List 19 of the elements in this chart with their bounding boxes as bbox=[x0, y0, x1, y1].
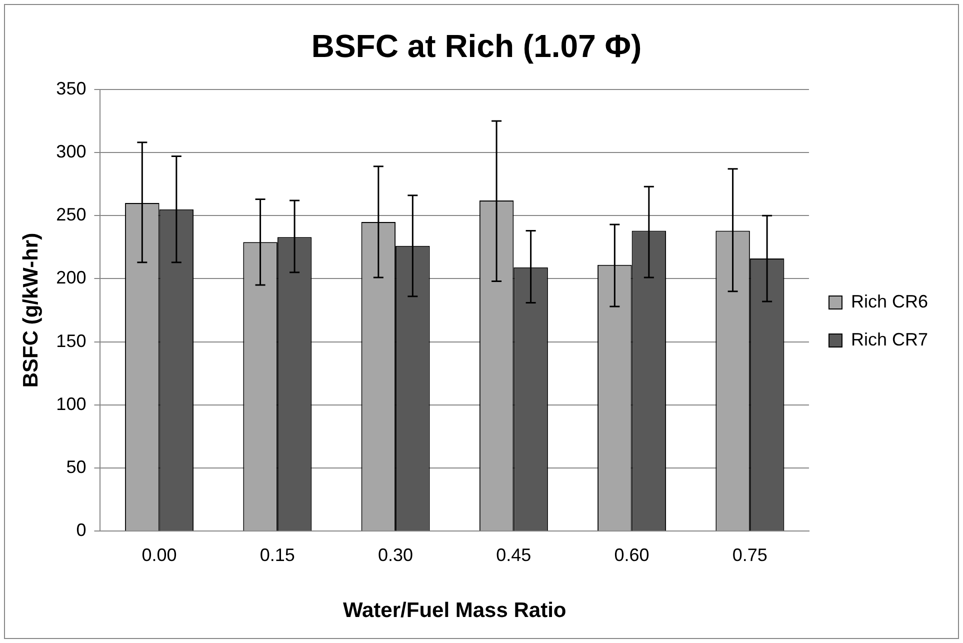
y-axis-title: BSFC (g/kW-hr) bbox=[19, 232, 42, 388]
legend-label: Rich CR6 bbox=[850, 291, 928, 312]
y-tick-label: 0 bbox=[76, 520, 86, 540]
y-tick-label: 200 bbox=[56, 268, 86, 288]
x-tick-label: 0.30 bbox=[378, 544, 414, 565]
chart-title: BSFC at Rich (1.07 Φ) bbox=[311, 28, 642, 64]
x-tick-label: 0.00 bbox=[142, 544, 177, 565]
legend-label: Rich CR7 bbox=[850, 329, 928, 350]
x-tick-label: 0.60 bbox=[614, 544, 650, 565]
y-tick-label: 50 bbox=[66, 457, 86, 478]
x-axis-title: Water/Fuel Mass Ratio bbox=[342, 599, 566, 622]
y-tick-label: 150 bbox=[56, 330, 86, 351]
y-tick-label: 300 bbox=[56, 141, 86, 162]
x-tick-label: 0.75 bbox=[732, 544, 768, 565]
x-tick-label: 0.15 bbox=[260, 544, 295, 565]
x-tick-label: 0.45 bbox=[496, 544, 532, 565]
y-tick-label: 250 bbox=[56, 204, 86, 225]
y-tick-label: 350 bbox=[56, 78, 86, 98]
y-tick-label: 100 bbox=[56, 394, 86, 414]
